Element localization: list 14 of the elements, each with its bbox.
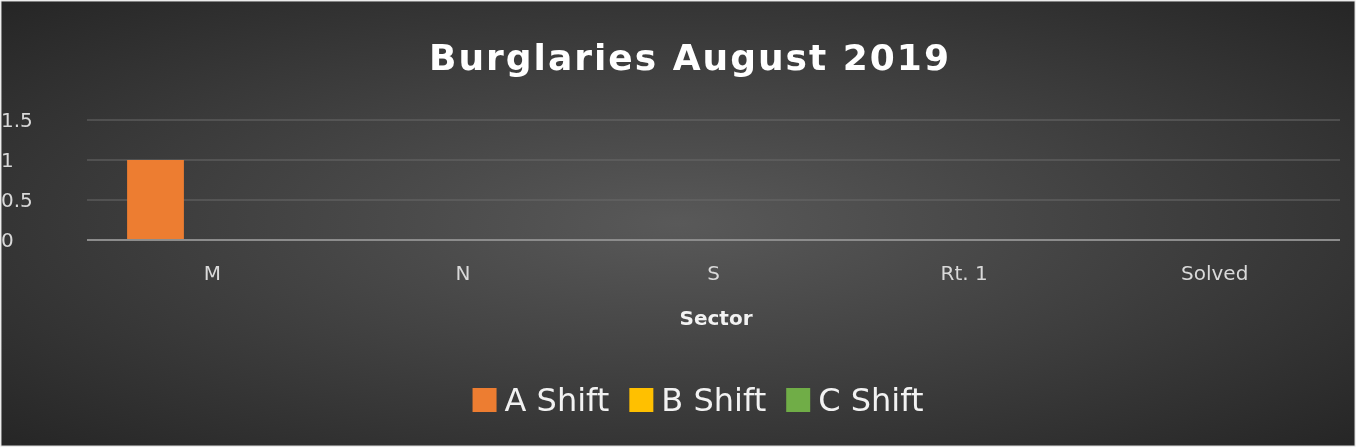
x-tick-label: M <box>203 261 221 286</box>
y-tick-label: 0.5 <box>1 187 33 212</box>
x-tick-label: S <box>707 261 720 286</box>
x-tick-label: Solved <box>1181 261 1249 286</box>
legend-label: A Shift <box>504 381 610 419</box>
legend-label: C Shift <box>818 381 924 419</box>
legend-label: B Shift <box>661 381 767 419</box>
y-tick-label: 1 <box>1 147 14 172</box>
x-tick-label: N <box>455 261 471 286</box>
x-tick-label: Rt. 1 <box>940 261 988 286</box>
y-tick-label: 1.5 <box>1 107 33 132</box>
chart-title: Burglaries August 2019 <box>429 37 951 78</box>
x-axis-title: Sector <box>679 306 753 330</box>
y-tick-label: 0 <box>1 227 14 252</box>
